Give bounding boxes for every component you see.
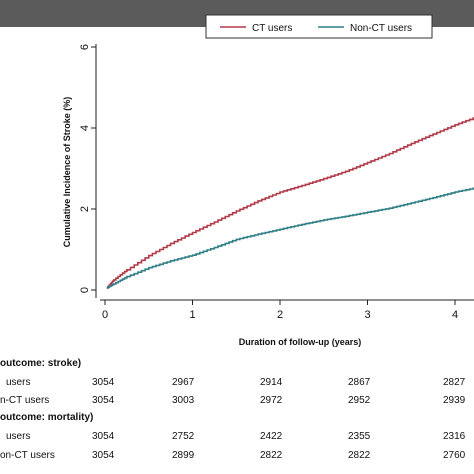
risk-cell: 2952	[348, 395, 371, 406]
risk-cell: 2316	[443, 431, 466, 442]
series-line-non-ct-users	[106, 187, 474, 289]
risk-cell: 2972	[260, 395, 283, 406]
risk-cell: 2939	[443, 395, 466, 406]
risk-cell: 3003	[172, 395, 195, 406]
legend: CT users Non-CT users	[205, 14, 433, 39]
risk-row-label: users	[6, 377, 31, 388]
legend-label-ct-users: CT users	[252, 23, 292, 34]
risk-section-header-mortality: outcome: mortality)	[0, 412, 94, 423]
risk-cell: 3054	[92, 431, 115, 442]
y-tick-label: 4	[79, 125, 91, 131]
x-tick-label: 3	[364, 309, 370, 321]
risk-cell: 2752	[172, 431, 195, 442]
risk-cell: 2822	[260, 450, 283, 461]
risk-cell: 2899	[172, 450, 195, 461]
y-axis-ticks: 0 2 4 6	[79, 44, 96, 293]
x-tick-label: 2	[277, 309, 283, 321]
risk-cell: 3054	[92, 377, 115, 388]
risk-cell: 2914	[260, 377, 283, 388]
series-layer	[106, 117, 474, 289]
y-tick-label: 2	[79, 206, 91, 212]
risk-cell: 2967	[172, 377, 195, 388]
y-axis-title: Cumulative Incidence of Stroke (%)	[62, 97, 72, 248]
x-tick-label: 0	[102, 309, 108, 321]
risk-cell: 3054	[92, 395, 115, 406]
x-axis-ticks: 0 1 2 3 4	[102, 300, 458, 321]
risk-row-label: on-CT users	[0, 450, 55, 461]
risk-row-label: users	[6, 431, 31, 442]
risk-cell: 2422	[260, 431, 283, 442]
risk-cell: 2822	[348, 450, 371, 461]
risk-row-label: n-CT users	[0, 395, 50, 406]
risk-cell: 2867	[348, 377, 371, 388]
x-tick-label: 4	[452, 309, 458, 321]
y-tick-label: 6	[79, 44, 91, 50]
series-line-ct-users	[106, 117, 474, 289]
risk-section-header-stroke: outcome: stroke)	[0, 358, 82, 369]
legend-label-non-ct-users: Non-CT users	[350, 23, 412, 34]
x-axis-title: Duration of follow-up (years)	[239, 337, 362, 347]
risk-cell: 2827	[443, 377, 466, 388]
risk-cell: 3054	[92, 450, 115, 461]
risk-cell: 2355	[348, 431, 371, 442]
x-tick-label: 1	[189, 309, 195, 321]
risk-cell: 2760	[443, 450, 466, 461]
y-tick-label: 0	[79, 287, 91, 293]
